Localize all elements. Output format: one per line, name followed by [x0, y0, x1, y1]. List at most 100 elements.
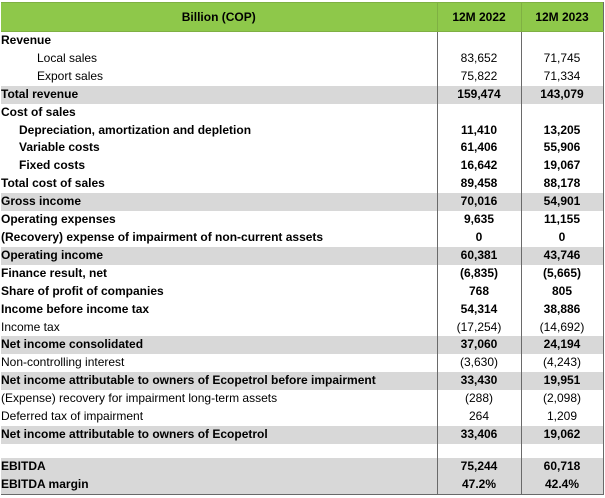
value-2022: 89,458 — [436, 175, 522, 194]
table-row-net-income-before-impairment: Net income attributable to owners of Eco… — [1, 372, 604, 391]
value-2023: 43,746 — [521, 246, 604, 265]
value-2022: 60,381 — [436, 246, 522, 265]
value-2023: 1,209 — [521, 408, 604, 426]
value-2023: 54,901 — [521, 193, 604, 212]
table-row-ebitda-margin: EBITDA margin 47.2% 42.4% — [1, 475, 604, 495]
value-2023: (4,243) — [521, 354, 604, 373]
value-2023: (14,692) — [521, 318, 604, 337]
value-2023: 71,334 — [521, 67, 604, 86]
value-2022: 11,410 — [436, 121, 522, 140]
value-2022: (17,254) — [436, 318, 522, 337]
value-2022: 159,474 — [436, 85, 522, 104]
column-header-2023: 12M 2023 — [521, 2, 604, 32]
table-row-spacer — [1, 443, 604, 458]
table-row-finance-result: Finance result, net (6,835) (5,665) — [1, 264, 604, 283]
table-row-revenue: Revenue — [1, 30, 604, 50]
row-label: (Recovery) expense of impairment of non-… — [1, 229, 324, 244]
value-2022 — [436, 103, 522, 122]
row-label: Non-controlling interest — [1, 355, 125, 370]
row-label: Share of profit of companies — [1, 283, 164, 298]
value-2023: 60,718 — [521, 457, 604, 476]
row-label: Net income attributable to owners of Eco… — [1, 372, 437, 391]
row-label: Net income attributable to owners of Eco… — [1, 425, 437, 444]
value-2022: 16,642 — [436, 157, 522, 176]
value-2023: (5,665) — [521, 264, 604, 283]
value-2022 — [436, 30, 522, 50]
row-label: Fixed costs — [19, 158, 86, 173]
table-row-depreciation: Depreciation, amortization and depletion… — [1, 121, 604, 140]
value-2022: (3,630) — [436, 354, 522, 373]
table-row-operating-expenses: Operating expenses 9,635 11,155 — [1, 211, 604, 229]
table-row-ebitda: EBITDA 75,244 60,718 — [1, 457, 604, 476]
value-2022: 75,244 — [436, 457, 522, 476]
value-2022: 70,016 — [436, 193, 522, 212]
row-label: (Expense) recovery for impairment long-t… — [1, 391, 278, 406]
table-row-income-before-tax: Income before income tax 54,314 38,886 — [1, 300, 604, 319]
value-2022: 75,822 — [436, 67, 522, 86]
value-2023: 24,194 — [521, 336, 604, 355]
value-2023: 71,745 — [521, 49, 604, 68]
row-label: Variable costs — [19, 140, 100, 155]
row-label: Finance result, net — [1, 265, 108, 280]
table-row-fixed-costs: Fixed costs 16,642 19,067 — [1, 157, 604, 176]
value-2023: 19,951 — [521, 372, 604, 391]
value-2023: 88,178 — [521, 175, 604, 194]
table-row-income-tax: Income tax (17,254) (14,692) — [1, 318, 604, 337]
row-label: Revenue — [1, 33, 52, 47]
value-2022: 9,635 — [436, 211, 522, 229]
row-label: Cost of sales — [1, 104, 76, 119]
table-row-export-sales: Export sales 75,822 71,334 — [1, 67, 604, 86]
value-2023: 13,205 — [521, 121, 604, 140]
table-row-net-income-consolidated: Net income consolidated 37,060 24,194 — [1, 336, 604, 355]
table-row-share-of-profit: Share of profit of companies 768 805 — [1, 282, 604, 301]
row-label: Export sales — [37, 68, 104, 83]
table-row-impairment-non-current: (Recovery) expense of impairment of non-… — [1, 228, 604, 247]
row-label: EBITDA margin — [1, 475, 437, 495]
value-2023: 805 — [521, 282, 604, 301]
row-label: Operating income — [1, 246, 437, 265]
row-label: Income tax — [1, 319, 60, 334]
row-label: Gross income — [1, 193, 437, 212]
value-2022: 33,406 — [436, 425, 522, 444]
row-label: Local sales — [37, 50, 98, 65]
row-label: Net income consolidated — [1, 336, 437, 355]
value-2023: 38,886 — [521, 300, 604, 319]
row-label: Depreciation, amortization and depletion — [19, 122, 252, 137]
value-2023: 19,067 — [521, 157, 604, 176]
table-row-deferred-tax-impairment: Deferred tax of impairment 264 1,209 — [1, 408, 604, 426]
value-2022: (6,835) — [436, 264, 522, 283]
table-row-local-sales: Local sales 83,652 71,745 — [1, 49, 604, 68]
value-2022: 0 — [436, 228, 522, 247]
row-label: Total revenue — [1, 85, 437, 104]
table-row-total-cost-of-sales: Total cost of sales 89,458 88,178 — [1, 175, 604, 194]
table-row-variable-costs: Variable costs 61,406 55,906 — [1, 139, 604, 158]
table-row-cost-of-sales: Cost of sales — [1, 103, 604, 122]
value-2022: 47.2% — [436, 475, 522, 495]
value-2023: 55,906 — [521, 139, 604, 158]
value-2022: 54,314 — [436, 300, 522, 319]
value-2023: 42.4% — [521, 475, 604, 495]
value-2023 — [521, 30, 604, 50]
table-row-non-controlling-interest: Non-controlling interest (3,630) (4,243) — [1, 354, 604, 373]
value-2022: (288) — [436, 390, 522, 409]
table-header-row: Billion (COP) 12M 2022 12M 2023 — [1, 2, 604, 32]
table-row-total-revenue: Total revenue 159,474 143,079 — [1, 85, 604, 104]
value-2023: 11,155 — [521, 211, 604, 229]
value-2023: 143,079 — [521, 85, 604, 104]
table-row-impairment-long-term: (Expense) recovery for impairment long-t… — [1, 390, 604, 409]
row-label: Operating expenses — [1, 212, 116, 227]
value-2023: (2,098) — [521, 390, 604, 409]
value-2022: 768 — [436, 282, 522, 301]
units-header: Billion (COP) — [1, 2, 438, 32]
row-label: EBITDA — [1, 457, 437, 476]
value-2023: 19,062 — [521, 425, 604, 444]
value-2023 — [521, 103, 604, 122]
row-label: Total cost of sales — [1, 176, 105, 191]
value-2023: 0 — [521, 228, 604, 247]
value-2022: 83,652 — [436, 49, 522, 68]
table-row-operating-income: Operating income 60,381 43,746 — [1, 246, 604, 265]
table-row-gross-income: Gross income 70,016 54,901 — [1, 193, 604, 212]
row-label: Deferred tax of impairment — [1, 409, 144, 424]
